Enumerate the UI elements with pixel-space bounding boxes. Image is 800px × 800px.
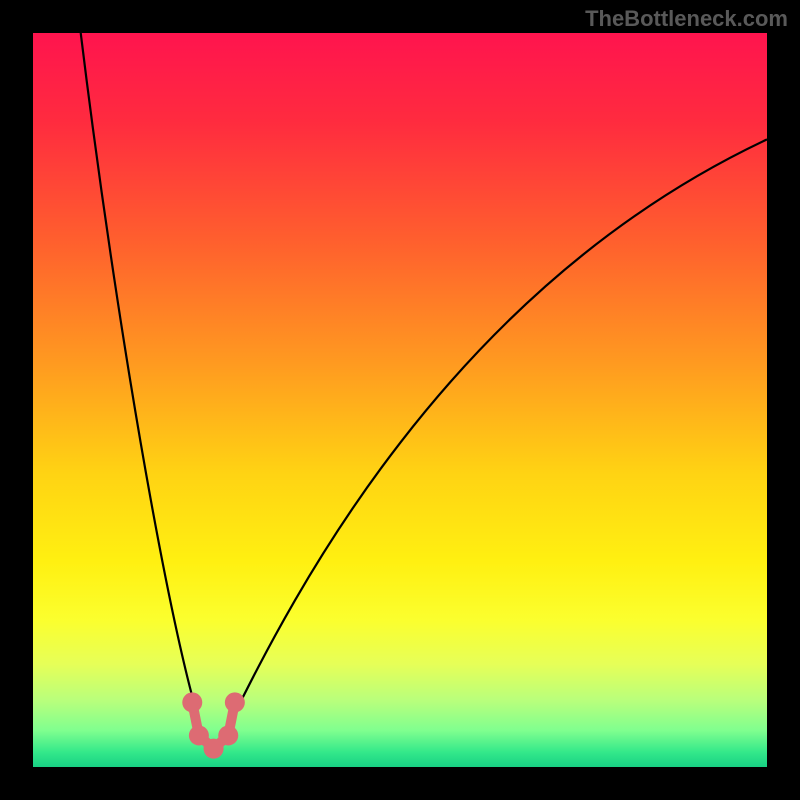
marker-point bbox=[225, 692, 245, 712]
watermark-text: TheBottleneck.com bbox=[585, 6, 788, 32]
gradient-background bbox=[33, 33, 767, 767]
chart-container: TheBottleneck.com bbox=[0, 0, 800, 800]
chart-svg bbox=[33, 33, 767, 767]
marker-point bbox=[218, 725, 238, 745]
marker-point bbox=[182, 692, 202, 712]
plot-area bbox=[33, 33, 767, 767]
